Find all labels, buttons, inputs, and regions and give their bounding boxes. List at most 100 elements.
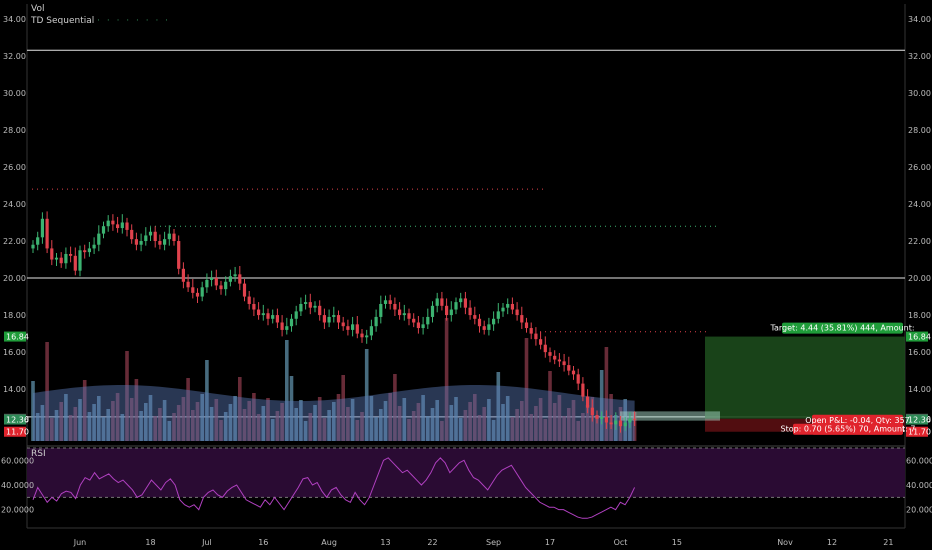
candle-body bbox=[459, 298, 462, 302]
rsi-tick-right: 20.0000 bbox=[906, 506, 932, 515]
price-tick-left: 24.00 bbox=[3, 200, 26, 209]
candle bbox=[243, 279, 246, 301]
candle bbox=[154, 226, 157, 247]
candle-body bbox=[243, 284, 246, 297]
candle-body bbox=[323, 315, 326, 322]
price-tick-left: 16.00 bbox=[3, 348, 26, 357]
candle bbox=[285, 318, 288, 335]
candle-body bbox=[55, 258, 58, 260]
candle-body bbox=[375, 317, 378, 326]
candle bbox=[140, 234, 143, 252]
candle bbox=[130, 224, 133, 243]
candle bbox=[210, 271, 213, 287]
time-tick: 13 bbox=[380, 538, 390, 547]
price-tick-right: 16.00 bbox=[908, 348, 931, 357]
candle-body bbox=[191, 287, 194, 293]
candle-body bbox=[215, 278, 218, 285]
time-tick: Nov bbox=[777, 538, 793, 547]
candle bbox=[520, 307, 523, 329]
td-legend-dots: · · · · · · · · bbox=[97, 16, 170, 26]
candle-body bbox=[534, 334, 537, 340]
candle bbox=[107, 215, 110, 232]
time-tick: Sep bbox=[486, 538, 501, 547]
price-tick-right: 30.00 bbox=[908, 89, 931, 98]
candle-body bbox=[140, 241, 143, 245]
candle bbox=[102, 222, 105, 239]
candle bbox=[577, 369, 580, 390]
candle bbox=[248, 291, 251, 310]
candle bbox=[172, 229, 175, 246]
candle-body bbox=[628, 419, 631, 423]
candle bbox=[111, 214, 114, 231]
candle-body bbox=[412, 319, 415, 323]
candle-body bbox=[318, 306, 321, 315]
candle bbox=[379, 296, 382, 324]
candle bbox=[506, 298, 509, 314]
candle bbox=[487, 318, 490, 336]
candle-body bbox=[252, 304, 255, 310]
candle bbox=[342, 317, 345, 331]
candle-body bbox=[36, 237, 39, 244]
volume-legend[interactable]: Vol bbox=[31, 4, 44, 14]
candle bbox=[191, 279, 194, 298]
price-label-left: 12.36 bbox=[4, 415, 29, 425]
rsi-tick-left: 20.0000 bbox=[1, 506, 34, 515]
candle bbox=[304, 295, 307, 310]
candle bbox=[163, 232, 166, 251]
candle-body bbox=[544, 345, 547, 352]
candle-body bbox=[130, 230, 133, 239]
candle-body bbox=[365, 335, 368, 337]
candle-body bbox=[238, 274, 241, 283]
candle bbox=[328, 310, 331, 328]
candle bbox=[234, 267, 237, 282]
candle-body bbox=[436, 298, 439, 305]
candle-body bbox=[107, 221, 110, 227]
candle bbox=[511, 297, 514, 314]
candle-body bbox=[591, 408, 594, 415]
candle bbox=[219, 281, 222, 295]
price-tick-left: 22.00 bbox=[3, 237, 26, 246]
candle bbox=[97, 225, 100, 251]
candle bbox=[426, 309, 429, 329]
candle bbox=[196, 288, 199, 303]
candle bbox=[93, 237, 96, 254]
candle-body bbox=[201, 287, 204, 296]
candle-body bbox=[473, 315, 476, 319]
candle bbox=[525, 318, 528, 333]
candle bbox=[177, 235, 180, 274]
candle-body bbox=[50, 248, 53, 259]
candle bbox=[201, 282, 204, 301]
candle bbox=[238, 266, 241, 290]
candle bbox=[266, 309, 269, 326]
time-tick: Aug bbox=[321, 538, 337, 547]
candle-body bbox=[506, 304, 509, 308]
td-sequential-legend[interactable]: TD Sequential · · · · · · · · bbox=[31, 16, 170, 26]
candle bbox=[346, 320, 349, 336]
rsi-legend[interactable]: RSI bbox=[31, 449, 46, 459]
candle-body bbox=[46, 219, 49, 249]
price-label-text: 16.84 bbox=[908, 333, 931, 342]
candle bbox=[125, 218, 128, 237]
candle-body bbox=[563, 361, 566, 365]
candle-body bbox=[309, 302, 312, 308]
candle bbox=[41, 212, 44, 243]
candle bbox=[534, 327, 537, 346]
candle-body bbox=[224, 282, 227, 289]
pnl-label-text: Open P&L: -0.04, Qty: 357 bbox=[805, 416, 910, 425]
volume-ma-area bbox=[33, 385, 635, 441]
price-label-left: 11.70 bbox=[4, 427, 29, 437]
candle-body bbox=[605, 417, 608, 423]
candle bbox=[299, 297, 302, 316]
candle-body bbox=[389, 300, 392, 304]
price-tick-right: 28.00 bbox=[908, 126, 931, 135]
candle bbox=[135, 233, 138, 251]
price-label-text: 12.36 bbox=[908, 416, 931, 425]
candle-body bbox=[558, 360, 561, 362]
candle-body bbox=[360, 334, 363, 338]
candle-body bbox=[530, 328, 533, 334]
candle-body bbox=[539, 339, 542, 345]
candle-body bbox=[31, 245, 34, 249]
candle-body bbox=[464, 298, 467, 307]
candle-body bbox=[346, 326, 349, 330]
